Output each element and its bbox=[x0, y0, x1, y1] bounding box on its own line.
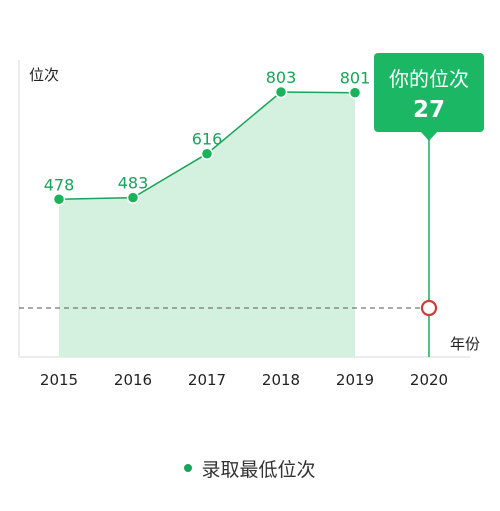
chart-legend: 录取最低位次 bbox=[0, 452, 500, 484]
y-axis-label: 位次 bbox=[29, 66, 59, 84]
rank-chart: 位次 年份 2015 2016 2017 2018 2019 2020 478 483 616… bbox=[18, 53, 484, 389]
data-point bbox=[348, 86, 362, 99]
legend-marker bbox=[184, 464, 193, 472]
x-tick-label: 2020 bbox=[410, 371, 448, 389]
user-rank-title: 你的位次 bbox=[389, 67, 469, 91]
data-label: 478 bbox=[44, 175, 75, 194]
data-point bbox=[274, 85, 288, 99]
x-tick-label: 2015 bbox=[40, 371, 78, 389]
data-label: 803 bbox=[266, 68, 297, 87]
data-point bbox=[126, 191, 140, 204]
data-point bbox=[52, 193, 66, 206]
x-tick-label: 2017 bbox=[188, 371, 226, 389]
user-rank-callout bbox=[374, 53, 484, 132]
series-area bbox=[59, 92, 355, 357]
x-tick-label: 2018 bbox=[262, 371, 300, 389]
legend-label: 录取最低位次 bbox=[201, 458, 316, 481]
data-label: 801 bbox=[340, 69, 371, 88]
x-axis-label: 年份 bbox=[450, 335, 480, 353]
data-label: 483 bbox=[118, 174, 149, 193]
data-label: 616 bbox=[192, 130, 223, 149]
user-rank-value: 27 bbox=[413, 97, 445, 123]
callout-pointer bbox=[421, 132, 437, 141]
x-tick-label: 2016 bbox=[114, 371, 152, 389]
x-tick-label: 2019 bbox=[336, 371, 374, 389]
data-point bbox=[200, 147, 214, 160]
user-rank-marker bbox=[420, 299, 438, 317]
